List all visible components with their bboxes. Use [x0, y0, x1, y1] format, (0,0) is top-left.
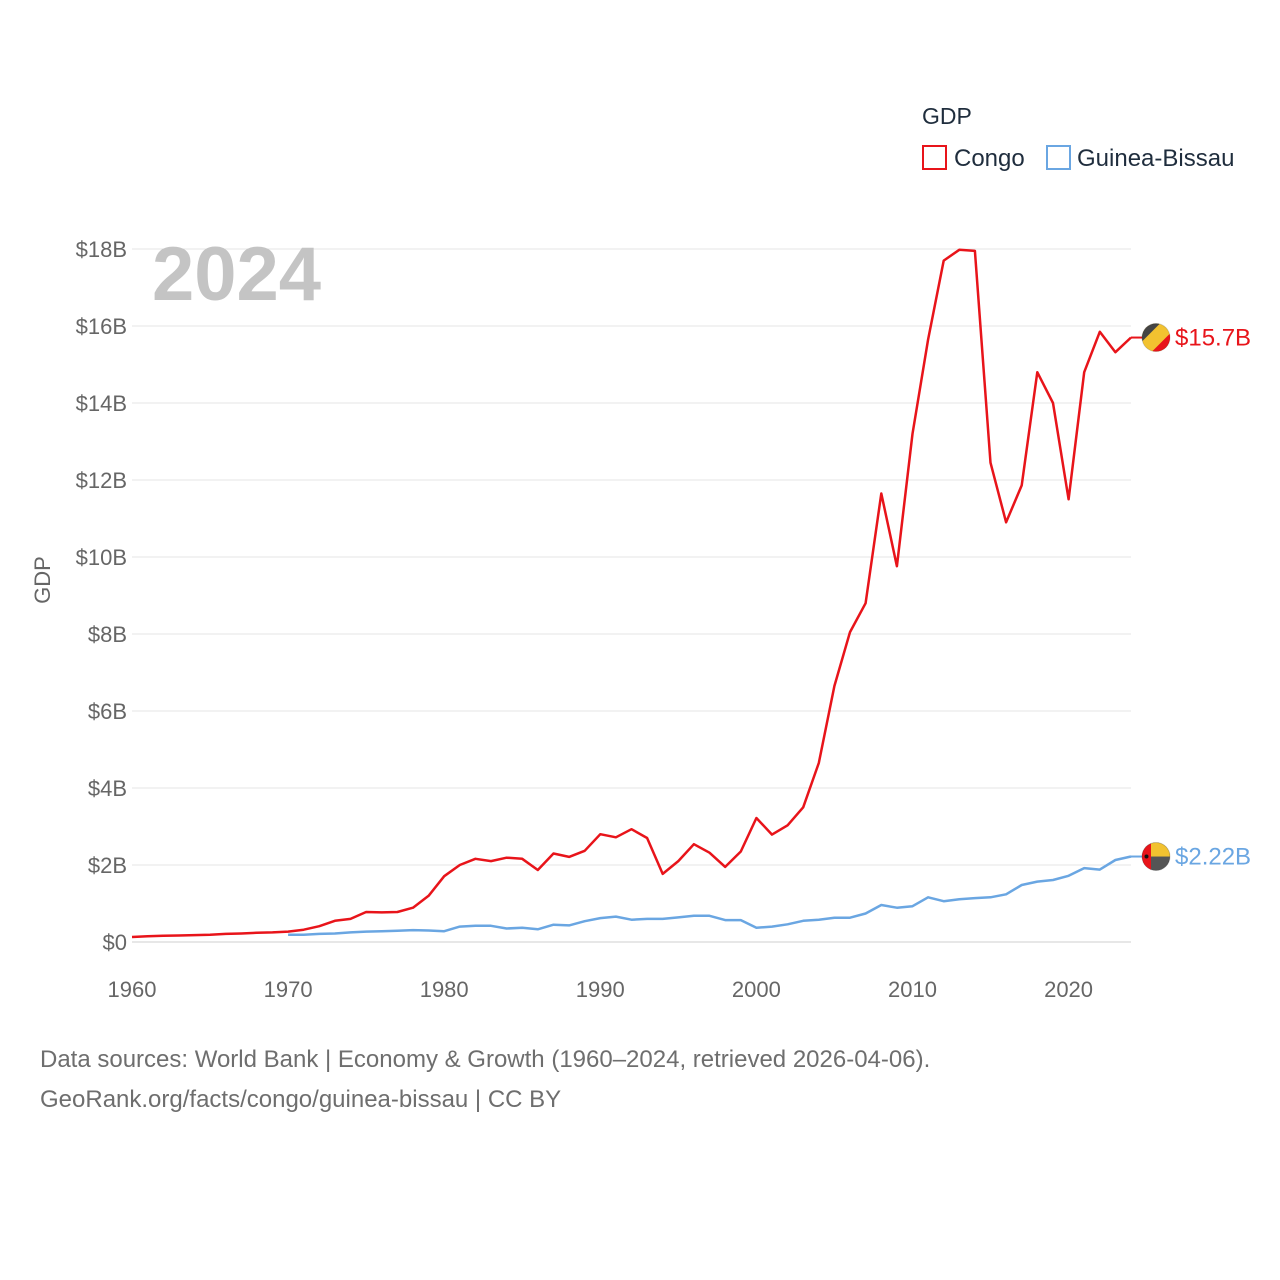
- x-tick-label: 1960: [108, 977, 157, 1002]
- source-line-2: GeoRank.org/facts/congo/guinea-bissau | …: [40, 1086, 562, 1113]
- x-axis-ticks: 1960 1970 1980 1990 2000 2010 2020: [108, 977, 1094, 1002]
- legend-label-guinea-bissau: Guinea-Bissau: [1077, 145, 1234, 172]
- source-line-1: Data sources: World Bank | Economy & Gro…: [40, 1046, 931, 1073]
- y-tick-label: $10B: [76, 545, 127, 570]
- y-tick-label: $14B: [76, 391, 127, 416]
- legend: GDP Congo Guinea-Bissau: [922, 103, 1234, 172]
- y-tick-label: $18B: [76, 237, 127, 262]
- end-value-label-congo: $15.7B: [1175, 325, 1251, 352]
- y-tick-label: $4B: [88, 776, 127, 801]
- legend-swatch-guinea-bissau: [1046, 145, 1071, 170]
- legend-item-guinea-bissau[interactable]: Guinea-Bissau: [1046, 145, 1234, 172]
- y-axis-ticks: $0 $2B $4B $6B $8B $10B $12B $14B $16B $18B: [76, 237, 127, 955]
- x-tick-label: 1970: [264, 977, 313, 1002]
- series-line-guinea-bissau: [288, 855, 1132, 936]
- flag-icon-guinea-bissau: [1142, 842, 1170, 871]
- series-end-markers: $15.7B $2.22B: [1131, 323, 1251, 872]
- series-lines: [131, 248, 1132, 939]
- flag-icon-congo: [1142, 323, 1170, 352]
- gridlines: [132, 248, 1131, 943]
- y-tick-label: $6B: [88, 699, 127, 724]
- x-tick-label: 2010: [888, 977, 937, 1002]
- y-tick-label: $0: [103, 930, 127, 955]
- x-tick-label: 1980: [420, 977, 469, 1002]
- y-axis-label: GDP: [30, 556, 55, 604]
- legend-item-congo[interactable]: Congo: [922, 145, 1025, 172]
- y-tick-label: $2B: [88, 853, 127, 878]
- y-tick-label: $16B: [76, 314, 127, 339]
- end-value-label-guinea-bissau: $2.22B: [1175, 844, 1251, 871]
- y-tick-label: $12B: [76, 468, 127, 493]
- x-tick-label: 2000: [732, 977, 781, 1002]
- legend-label-congo: Congo: [954, 145, 1025, 172]
- legend-swatch-congo: [922, 145, 947, 170]
- year-watermark: 2024: [152, 232, 321, 317]
- x-tick-label: 1990: [576, 977, 625, 1002]
- series-line-congo: [131, 248, 1132, 939]
- legend-title: GDP: [922, 103, 972, 129]
- y-tick-label: $8B: [88, 622, 127, 647]
- x-tick-label: 2020: [1044, 977, 1093, 1002]
